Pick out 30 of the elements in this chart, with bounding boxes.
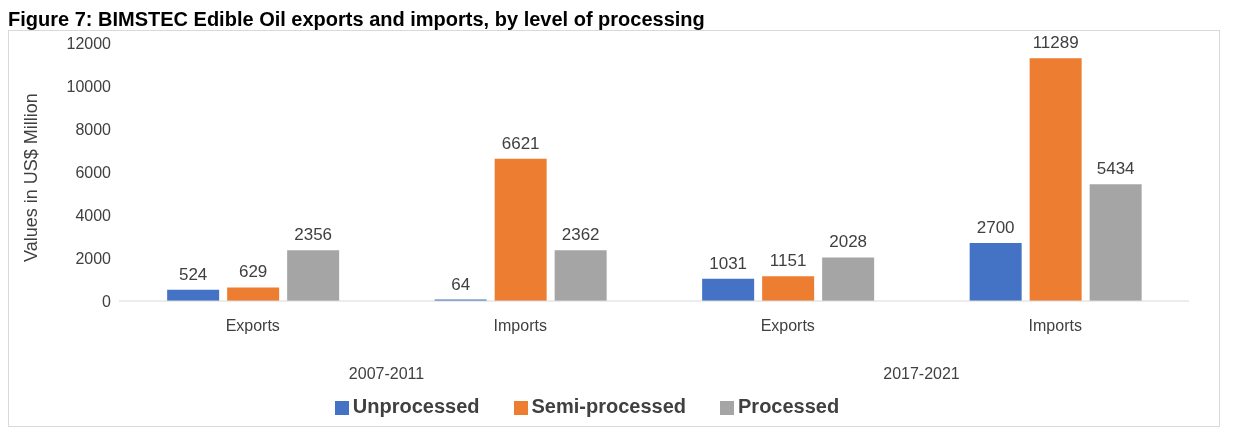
y-tick-label: 4000 [75,206,112,224]
data-label: 6621 [501,133,540,153]
chart-title: Figure 7: BIMSTEC Edible Oil exports and imports, by level of processing [8,8,706,30]
y-axis-title: Values in US$ Million [21,93,42,262]
text: 2017-2021 [883,365,960,382]
data-label: 2362 [561,225,600,245]
data-label: 2356 [294,225,333,245]
data-label: 2700 [976,217,1015,237]
data-label: 1151 [769,251,807,271]
x-tick-label: Imports [493,317,547,334]
x-tick-label: Exports [760,317,815,334]
data-label: 1031 [709,253,748,273]
y-tick-label: 12000 [66,34,112,52]
y-tick-label: 10000 [66,77,112,95]
x-tick-label: Imports [1028,317,1082,334]
y-tick-label: 2000 [75,249,112,267]
data-label: 5434 [1096,159,1135,179]
y-tick-label: 6000 [75,163,112,181]
data-label: 11289 [1032,33,1079,53]
legend-label: Semi-processed [531,395,687,417]
y-tick-label: 0 [102,292,112,310]
y-tick-label: 8000 [75,120,112,138]
legend-label: Processed [738,395,840,417]
text: 2007-2011 [348,365,425,382]
data-label: 629 [238,262,268,282]
x-tick-label: Exports [225,317,280,334]
data-label: 524 [178,264,208,284]
data-label: 64 [451,274,471,294]
legend-label: Unprocessed [352,395,480,417]
data-label: 2028 [829,232,868,252]
